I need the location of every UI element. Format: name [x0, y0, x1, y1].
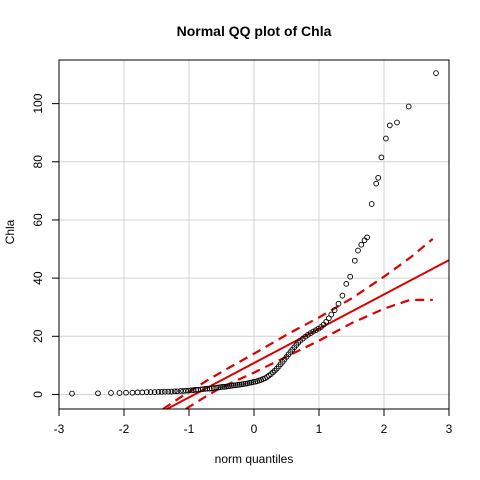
data-point: [174, 388, 181, 395]
y-tick-label: 0: [31, 391, 45, 398]
data-point: [378, 154, 385, 161]
grid-lines: [58, 60, 450, 409]
data-point: [232, 382, 239, 389]
data-point: [250, 379, 257, 385]
data-point: [343, 281, 350, 287]
axes: -3 -2 -1 0 1 2 3 0 20 40 60 80 100: [31, 93, 453, 436]
data-point: [230, 382, 237, 389]
confidence-envelope: [162, 238, 434, 410]
data-point: [364, 234, 370, 241]
data-point: [168, 388, 175, 395]
plot-frame: [58, 59, 450, 410]
data-point: [325, 315, 332, 322]
x-tick-label: -1: [184, 422, 195, 436]
data-point: [95, 390, 101, 397]
data-point: [375, 174, 382, 181]
data-point: [386, 122, 393, 129]
y-tick-label: 40: [31, 271, 45, 285]
data-point: [347, 273, 354, 280]
data-point: [158, 388, 165, 395]
data-point: [143, 389, 150, 395]
data-point: [155, 388, 162, 395]
y-tick-label: 20: [31, 329, 45, 343]
reference-line-group: [166, 259, 450, 410]
data-point: [165, 388, 172, 395]
envelope-upper-line: [162, 238, 434, 410]
data-point: [335, 300, 342, 307]
y-tick-label: 60: [31, 213, 45, 227]
data-point: [147, 389, 154, 395]
chart-title: Normal QQ plot of Chla: [177, 23, 332, 39]
data-point: [171, 388, 178, 395]
data-point: [331, 307, 338, 313]
data-point: [219, 384, 225, 390]
data-point: [240, 381, 247, 387]
data-point: [123, 389, 129, 396]
data-point: [151, 389, 158, 395]
x-tick-label: -2: [119, 422, 130, 436]
x-tick-label: 2: [381, 422, 388, 436]
data-point: [351, 257, 358, 264]
data-point: [339, 292, 346, 299]
data-point: [368, 201, 375, 207]
data-point: [373, 180, 380, 187]
data-point: [358, 241, 365, 248]
data-point: [108, 390, 114, 396]
data-point: [213, 384, 220, 391]
data-point: [116, 390, 123, 396]
data-point: [185, 387, 192, 394]
data-point: [69, 390, 75, 397]
data-point: [236, 381, 243, 388]
data-points: [69, 70, 439, 397]
x-tick-label: -3: [54, 422, 65, 436]
y-tick-label: 80: [31, 155, 45, 169]
data-point: [433, 70, 439, 76]
x-tick-label: 3: [446, 422, 453, 436]
data-point: [223, 383, 229, 390]
data-point: [383, 135, 389, 142]
x-tick-label: 1: [316, 422, 323, 436]
y-axis-label: Chla: [3, 219, 17, 244]
reference-line: [166, 259, 450, 410]
x-axis-label: norm quantiles: [215, 452, 294, 466]
data-point: [206, 385, 213, 392]
data-point: [355, 247, 361, 254]
data-point: [328, 311, 335, 318]
data-point: [394, 119, 400, 126]
data-point: [162, 388, 168, 395]
x-tick-label: 0: [251, 422, 258, 436]
data-point: [405, 103, 412, 110]
envelope-lower-line: [185, 298, 433, 410]
y-tick-label: 100: [31, 93, 45, 113]
data-point: [227, 383, 233, 389]
